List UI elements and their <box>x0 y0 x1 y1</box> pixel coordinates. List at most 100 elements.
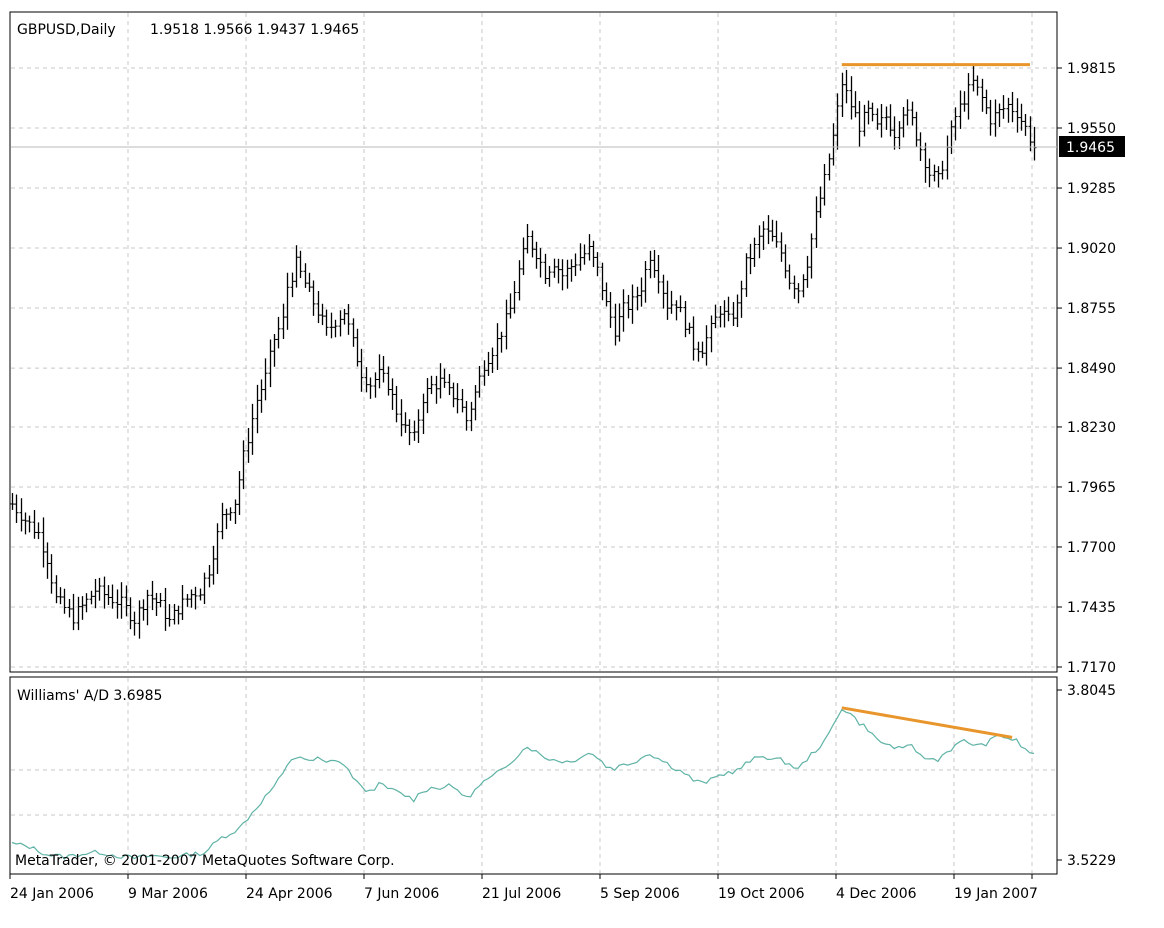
ohlc-bar <box>281 303 286 340</box>
ohlc-bar <box>626 294 631 319</box>
ohlc-bar <box>228 507 233 521</box>
indicator-axis: 3.8045 3.5229 <box>1057 683 1116 869</box>
ohlc-bar <box>447 373 452 396</box>
ohlc-bar <box>27 515 32 533</box>
ohlc-bar <box>665 280 670 320</box>
ohlc-bar <box>1028 116 1033 152</box>
ohlc-bar <box>329 312 334 339</box>
ohlc-bar <box>779 232 784 262</box>
ohlc-bar <box>255 384 260 434</box>
ohlc-bar <box>119 582 124 619</box>
ohlc-bar <box>582 244 587 265</box>
ohlc-bar <box>36 522 41 540</box>
ohlc-bar <box>770 219 775 242</box>
ohlc-bar <box>517 260 522 301</box>
ohlc-bar <box>241 440 246 490</box>
ohlc-bar <box>888 104 893 137</box>
price-tick-label: 1.8230 <box>1067 420 1116 436</box>
ohlc-bar <box>744 253 749 297</box>
ohlc-bar <box>259 379 264 413</box>
ohlc-bar <box>748 243 753 275</box>
price-tick-label: 1.9815 <box>1067 61 1116 77</box>
copyright-text: MetaTrader, © 2001-2007 MetaQuotes Softw… <box>15 853 395 869</box>
ohlc-bar <box>713 304 718 329</box>
ohlc-bar <box>831 123 836 166</box>
price-tick-label: 1.7965 <box>1067 480 1116 496</box>
ohlc-bar <box>180 585 185 620</box>
indicator-divergence-trendline[interactable] <box>841 706 1013 739</box>
trendlines <box>841 63 1030 739</box>
ohlc-bar <box>569 259 574 282</box>
ohlc-bar <box>373 372 378 398</box>
ohlc-bar <box>709 315 714 353</box>
ohlc-bar <box>150 580 155 611</box>
ohlc-bar <box>1023 113 1028 136</box>
ohlc-bar <box>648 250 653 279</box>
ohlc-bar <box>346 304 351 335</box>
ohlc-bar <box>359 348 364 392</box>
ohlc-bar <box>525 223 530 254</box>
ohlc-bar <box>600 262 605 301</box>
price-tick-label: 1.7170 <box>1067 660 1116 676</box>
ohlc-bar <box>220 502 225 540</box>
ohlc-bar <box>263 358 268 401</box>
ohlc-bar <box>351 318 356 347</box>
ohlc-bar <box>953 107 958 141</box>
ohlc-bar <box>722 300 727 328</box>
ohlc-bar <box>923 142 928 183</box>
price-tick-label: 1.9285 <box>1067 181 1116 197</box>
ohlc-bar <box>840 72 845 118</box>
ohlc-bar <box>849 76 854 120</box>
ohlc-bar <box>89 590 94 605</box>
ohlc-bar <box>818 186 823 218</box>
ohlc-bar <box>455 383 460 414</box>
time-tick-label: 19 Jan 2007 <box>954 886 1038 902</box>
ohlc-bar <box>875 108 880 130</box>
ohlc-bar <box>342 308 347 325</box>
ohlc-bar <box>473 385 478 421</box>
ohlc-bar <box>172 603 177 625</box>
ohlc-bar <box>735 294 740 328</box>
price-tick-label: 1.7700 <box>1067 540 1116 556</box>
ohlc-bar <box>630 284 635 324</box>
ohlc-bar <box>578 243 583 271</box>
ohlc-bar <box>617 303 622 342</box>
ohlc-bar <box>530 230 535 258</box>
ohlc-bar <box>661 274 666 309</box>
ohlc-bar <box>547 265 552 287</box>
ohlc-bar <box>464 400 469 431</box>
ohlc-bar <box>368 377 373 399</box>
ohlc-bar <box>1032 126 1037 161</box>
ohlc-bar <box>587 234 592 261</box>
ohlc-bar <box>416 409 421 443</box>
ohlc-bar <box>984 89 989 115</box>
ohlc-bar <box>752 237 757 267</box>
ohlc-bar <box>62 588 67 614</box>
ohlc-bar <box>521 237 526 276</box>
price-tick-label: 1.8755 <box>1067 301 1116 317</box>
ohlc-bar <box>93 578 98 609</box>
price-tick-label: 1.9550 <box>1067 121 1116 137</box>
ohlc-bar <box>141 599 146 621</box>
ohlc-bar <box>303 263 308 288</box>
ohlc-bar <box>962 91 967 112</box>
ohlc-bar <box>290 272 295 298</box>
ohlc-bar <box>399 399 404 437</box>
ohlc-bar <box>805 255 810 288</box>
ohlc-bar <box>927 158 932 188</box>
ohlc-bar <box>421 393 426 435</box>
ohlc-bar <box>189 589 194 608</box>
ohlc-bar <box>687 322 692 335</box>
price-tick-label: 1.9020 <box>1067 241 1116 257</box>
ohlc-bar <box>316 290 321 324</box>
ohlc-bar <box>176 605 181 625</box>
ohlc-bar <box>862 104 867 137</box>
ohlc-bar <box>1019 103 1024 131</box>
ohlc-bar <box>718 305 723 328</box>
ohlc-bar <box>783 244 788 279</box>
ohlc-bar <box>560 259 565 291</box>
williams-ad-line <box>11 708 1035 860</box>
ohlc-bar <box>333 319 338 338</box>
ohlc-bar <box>137 600 142 639</box>
